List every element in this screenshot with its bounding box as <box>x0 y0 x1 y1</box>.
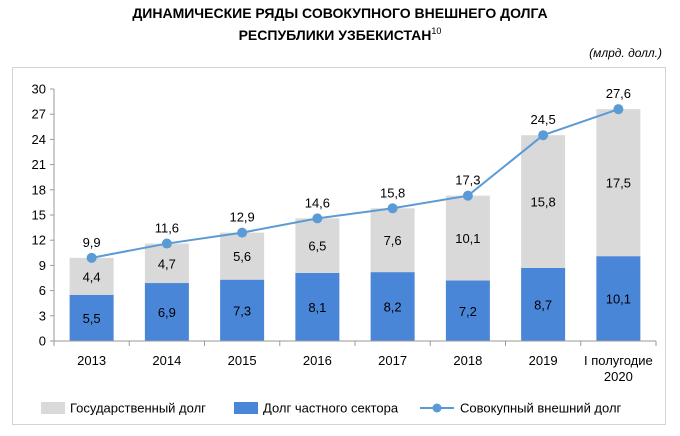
bar-private-debt <box>596 256 641 341</box>
total-debt-point <box>462 190 473 201</box>
x-category-label: 2018 <box>453 353 482 368</box>
private-value-label: 10,1 <box>606 292 631 307</box>
private-value-label: 5,5 <box>83 311 101 326</box>
x-category-label: 2019 <box>529 353 558 368</box>
x-category-label: I полугодие <box>584 353 653 368</box>
bar-public-debt <box>295 218 340 273</box>
total-debt-point <box>538 130 549 141</box>
chart-title-line2: РЕСПУБЛИКИ УЗБЕКИСТАН10 <box>0 22 680 44</box>
bar-private-debt <box>220 279 265 341</box>
bar-private-debt <box>370 272 415 341</box>
bar-private-debt <box>144 283 189 341</box>
x-category-label: 2017 <box>378 353 407 368</box>
private-value-label: 8,2 <box>384 300 402 315</box>
x-category-label: 2014 <box>152 353 181 368</box>
bar-private-debt <box>69 294 114 341</box>
x-category-label: 2015 <box>228 353 257 368</box>
y-tick-label: 27 <box>32 107 46 122</box>
total-value-label: 17,3 <box>455 173 480 188</box>
bar-public-debt <box>69 257 114 295</box>
bar-private-debt <box>445 280 490 341</box>
y-tick-label: 18 <box>32 182 46 197</box>
y-tick-label: 9 <box>39 258 46 273</box>
legend-label-total: Совокупный внешний долг <box>460 401 622 416</box>
total-value-label: 24,5 <box>530 112 555 127</box>
total-debt-line <box>91 108 619 259</box>
y-tick-label: 15 <box>32 208 46 223</box>
private-value-label: 7,2 <box>459 304 477 319</box>
public-value-label: 10,1 <box>455 231 480 246</box>
public-value-label: 15,8 <box>530 195 555 210</box>
private-value-label: 7,3 <box>233 303 251 318</box>
total-value-label: 11,6 <box>155 221 179 236</box>
bar-private-debt <box>521 267 566 341</box>
y-tick-label: 3 <box>39 308 46 323</box>
bar-public-debt <box>370 208 415 273</box>
x-category-label: 2020 <box>604 369 633 384</box>
unit-label: (млрд. долл.) <box>589 46 662 60</box>
total-debt-point <box>312 213 323 224</box>
total-value-label: 27,6 <box>606 86 631 101</box>
public-value-label: 7,6 <box>384 233 402 248</box>
chart-title-line1: ДИНАМИЧЕСКИЕ РЯДЫ СОВОКУПНОГО ВНЕШНЕГО Д… <box>132 5 548 21</box>
x-category-label: 2013 <box>77 353 106 368</box>
y-tick-label: 30 <box>32 82 46 97</box>
total-value-label: 15,8 <box>380 185 405 200</box>
total-value-label: 12,9 <box>229 210 254 225</box>
bar-public-debt <box>220 232 265 280</box>
legend-marker-total <box>432 403 442 413</box>
total-debt-point <box>161 238 172 249</box>
legend-swatch-public <box>41 402 65 414</box>
y-tick-label: 12 <box>32 233 46 248</box>
x-category-label: 2016 <box>303 353 332 368</box>
chart-frame <box>12 67 666 425</box>
bar-public-debt <box>445 195 490 281</box>
private-value-label: 6,9 <box>158 305 176 320</box>
bar-public-debt <box>521 135 566 268</box>
public-value-label: 4,4 <box>83 269 101 284</box>
bar-public-debt <box>596 109 641 257</box>
chart-title-text: РЕСПУБЛИКИ УЗБЕКИСТАН <box>238 27 432 43</box>
total-value-label: 14,6 <box>305 195 330 210</box>
public-value-label: 5,6 <box>233 249 251 264</box>
public-value-label: 17,5 <box>606 176 631 191</box>
bar-public-debt <box>144 243 189 284</box>
public-value-label: 4,7 <box>158 256 176 271</box>
total-debt-point <box>387 203 398 214</box>
private-value-label: 8,7 <box>534 297 552 312</box>
footnote-mark: 10 <box>431 26 442 36</box>
legend-label-public: Государственный долг <box>70 401 206 416</box>
y-tick-label: 0 <box>39 334 46 349</box>
y-tick-label: 21 <box>32 157 46 172</box>
total-debt-point <box>237 227 248 238</box>
private-value-label: 8,1 <box>308 300 326 315</box>
legend-label-private: Долг частного сектора <box>263 401 399 416</box>
total-value-label: 9,9 <box>83 235 101 250</box>
legend-swatch-private <box>234 402 258 414</box>
y-tick-label: 6 <box>39 283 46 298</box>
bar-private-debt <box>295 272 340 341</box>
total-debt-point <box>613 104 624 115</box>
public-value-label: 6,5 <box>308 239 326 254</box>
total-debt-point <box>86 252 97 263</box>
y-tick-label: 24 <box>32 132 46 147</box>
